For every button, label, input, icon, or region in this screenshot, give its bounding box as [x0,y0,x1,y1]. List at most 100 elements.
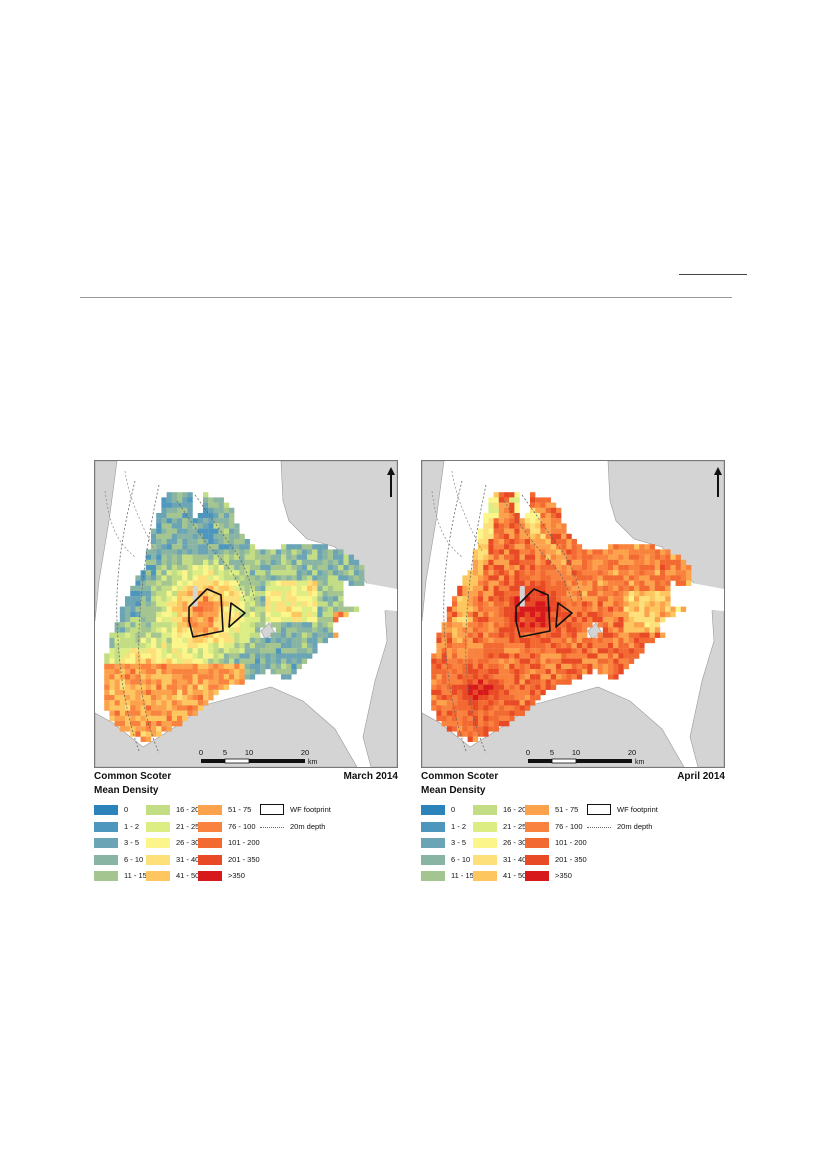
density-cell [171,549,178,555]
density-cell [192,606,198,612]
density-cell [587,606,593,612]
density-cell [322,549,328,555]
density-cell [114,669,120,675]
density-cell [467,689,473,696]
density-cell [182,648,188,654]
density-cell [218,507,224,514]
density-cell [177,715,183,722]
density-cell [301,653,308,659]
density-cell [472,559,479,566]
density-cell [613,559,619,566]
density-cell [545,523,551,529]
species-name: Common Scoter [421,771,499,782]
density-cell [166,596,172,602]
density-cell [177,518,183,524]
density-cell [436,643,442,649]
density-cell [156,689,162,696]
density-cell [281,544,287,550]
density-cell [234,565,240,571]
density-cell [452,653,458,659]
density-cell [301,554,308,560]
density-cell [608,544,614,550]
density-cell [587,565,593,571]
density-cell [493,559,499,566]
density-cell [644,580,650,586]
density-cell [135,726,141,732]
density-cell [576,611,583,618]
density-cell [608,591,614,597]
density-cell [608,596,614,602]
density-cell [223,575,230,581]
density-cell [286,606,292,612]
density-cell [296,617,302,623]
density-cell [156,518,162,524]
density-cell [333,591,339,597]
density-cell [462,663,468,670]
density-cell [275,549,282,555]
density-cell [644,617,650,623]
density-cell [166,637,172,644]
density-cell [244,627,250,633]
density-cell [286,575,292,581]
density-cell [291,585,297,592]
density-cell [161,674,167,680]
density-cell [218,585,224,592]
density-cell [592,585,598,592]
density-cell [504,580,510,586]
density-cell [498,518,505,524]
density-cell [166,502,172,508]
density-cell [218,549,224,555]
density-cell [203,606,209,612]
density-cell [493,695,499,701]
density-cell [576,591,583,597]
density-cell [488,705,494,711]
legend-label: 76 - 100 [228,821,256,831]
density-cell [229,523,235,529]
density-cell [556,611,562,618]
density-cell [540,648,546,654]
density-cell [130,648,136,654]
density-cell [618,570,624,576]
density-cell [530,559,536,566]
density-cell [255,653,261,659]
density-cell [244,658,250,664]
density-cell [140,669,146,675]
density-cell [462,684,468,690]
density-cell [524,627,531,633]
density-cell [145,611,152,618]
density-cell [472,549,479,555]
density-cell [493,606,499,612]
density-cell [286,570,292,576]
legend-label: 76 - 100 [555,821,583,831]
density-cell [561,580,567,586]
density-cell [260,606,266,612]
density-cell [498,606,505,612]
density-cell [530,513,536,519]
density-cell [571,606,577,612]
density-cell [576,648,583,654]
density-cell [457,627,463,633]
density-cell [493,674,499,680]
density-cell [187,585,193,592]
density-cell [530,617,536,623]
density-cell [498,632,505,638]
density-cell [602,617,609,623]
density-cell [431,700,437,706]
density-cell [192,669,198,675]
density-cell [213,601,219,607]
density-cell [125,684,131,690]
density-cell [566,533,572,540]
density-cell [654,596,661,602]
density-cell [208,684,214,690]
density-cell [161,705,167,711]
density-cell [177,523,183,529]
density-cell [151,648,157,654]
density-cell [135,705,141,711]
density-cell [213,502,219,508]
density-cell [608,622,614,628]
density-cell [182,700,188,706]
density-cell [307,559,313,566]
legend-title: Mean Density [94,785,159,796]
density-cell [623,559,629,566]
density-cell [441,679,447,685]
